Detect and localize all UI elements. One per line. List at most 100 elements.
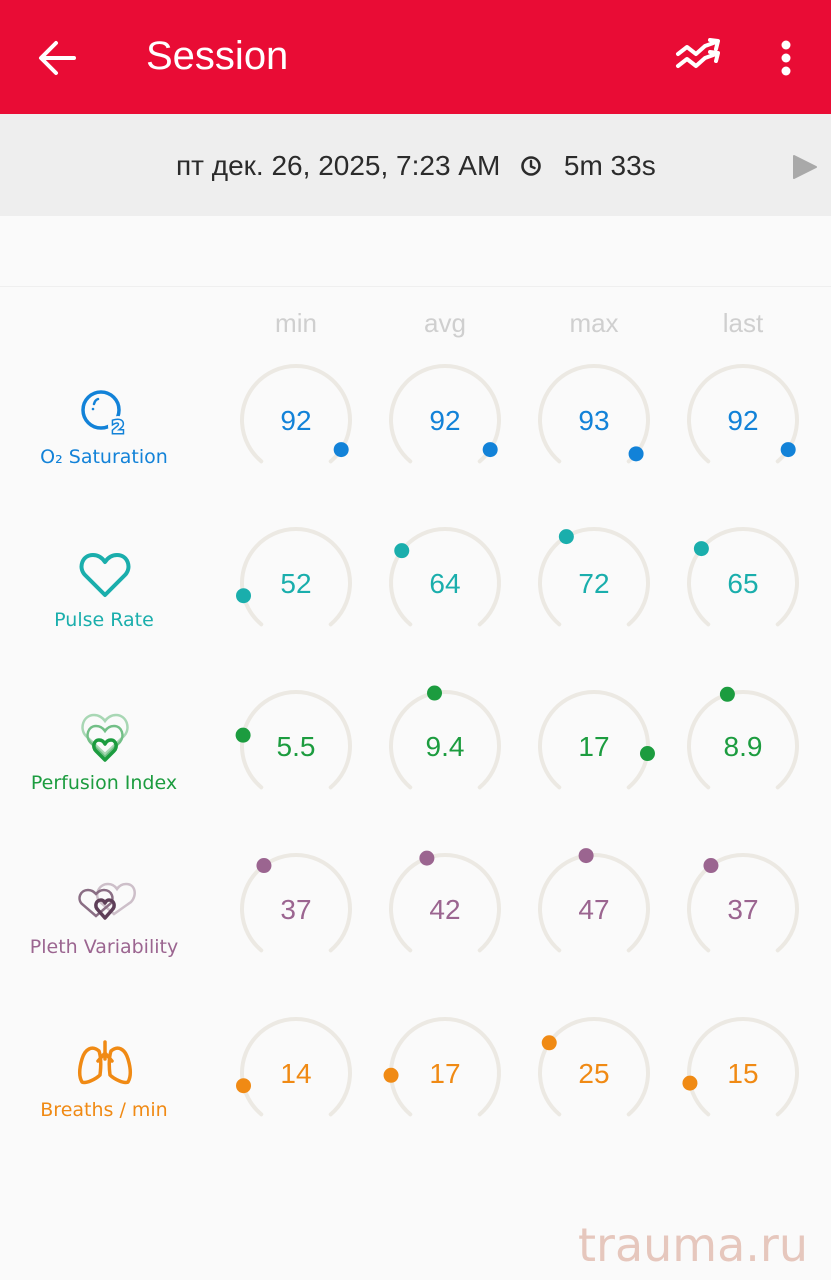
gauge-value: 52 bbox=[280, 568, 311, 599]
gauge-indicator-dot bbox=[639, 746, 655, 762]
gauge-track bbox=[240, 364, 352, 464]
gauge-value: 15 bbox=[727, 1058, 758, 1089]
metric-label-o2-saturation: O₂ Saturation bbox=[40, 446, 168, 468]
gauge-indicator-dot bbox=[419, 850, 435, 866]
session-datetime: пт дек. 26, 2025, 7:23 AM 5m 33s bbox=[176, 150, 656, 182]
metric-label-perfusion-index: Perfusion Index bbox=[30, 772, 178, 794]
gauge-value: 92 bbox=[280, 405, 311, 436]
session-info-bar: пт дек. 26, 2025, 7:23 AM 5m 33s bbox=[0, 114, 831, 216]
gauge-o2-saturation-max: 93 bbox=[538, 364, 650, 464]
gauge-pulse-rate-last: 65 bbox=[687, 527, 799, 627]
gauge-track bbox=[389, 690, 501, 790]
gauge-indicator-dot bbox=[578, 848, 594, 864]
gauge-track bbox=[389, 853, 501, 953]
metric-label-pleth-variability: Pleth Variability bbox=[29, 936, 179, 958]
app-bar: Session bbox=[0, 0, 831, 114]
gauge-track bbox=[687, 690, 799, 790]
page-title: Session bbox=[146, 34, 289, 78]
gauge-pleth-variability-min: 37 bbox=[240, 853, 352, 953]
gauge-pulse-rate-avg: 64 bbox=[389, 527, 501, 627]
more-vertical-icon[interactable] bbox=[770, 38, 802, 78]
gauge-breaths-per-min-min: 14 bbox=[236, 1017, 352, 1117]
gauge-value: 37 bbox=[727, 894, 758, 925]
gauge-breaths-per-min-avg: 17 bbox=[383, 1017, 501, 1117]
gauge-perfusion-index-avg: 9.4 bbox=[389, 685, 501, 790]
gauge-indicator-dot bbox=[236, 588, 252, 604]
gauge-track bbox=[240, 853, 352, 953]
gauge-value: 14 bbox=[280, 1058, 311, 1089]
trend-arrows-icon[interactable] bbox=[674, 38, 724, 78]
gauge-o2-saturation-last: 92 bbox=[687, 364, 799, 464]
metric-label-pulse-rate: Pulse Rate bbox=[54, 609, 154, 631]
play-icon[interactable] bbox=[790, 152, 820, 182]
gauge-value: 92 bbox=[429, 405, 460, 436]
stacked-hearts-icon bbox=[81, 713, 129, 762]
gauge-breaths-per-min-last: 15 bbox=[682, 1017, 799, 1117]
gauge-value: 93 bbox=[578, 405, 609, 436]
gauge-track bbox=[389, 364, 501, 464]
gauge-indicator-dot bbox=[482, 442, 498, 458]
gauge-perfusion-index-last: 8.9 bbox=[687, 686, 799, 790]
gauge-value: 72 bbox=[578, 568, 609, 599]
gauge-value: 65 bbox=[727, 568, 758, 599]
gauge-value: 42 bbox=[429, 894, 460, 925]
session-duration: 5m 33s bbox=[563, 150, 656, 181]
gauge-indicator-dot bbox=[780, 442, 796, 458]
gauge-value: 8.9 bbox=[724, 731, 763, 762]
watermark: trauma.ru bbox=[578, 1218, 808, 1272]
gauge-value: 25 bbox=[578, 1058, 609, 1089]
column-header-last: last bbox=[722, 308, 764, 338]
gauge-indicator-dot bbox=[628, 446, 644, 462]
gauge-pulse-rate-max: 72 bbox=[538, 527, 650, 627]
gauge-track bbox=[538, 527, 650, 627]
gauge-o2-saturation-min: 92 bbox=[240, 364, 352, 464]
overlapping-hearts-icon bbox=[78, 882, 136, 920]
gauge-track bbox=[240, 690, 352, 790]
gauge-value: 64 bbox=[429, 568, 460, 599]
gauge-pulse-rate-min: 52 bbox=[236, 527, 352, 627]
metric-label-breaths-per-min: Breaths / min bbox=[40, 1099, 168, 1121]
gauge-perfusion-index-max: 17 bbox=[538, 690, 655, 790]
gauge-indicator-dot bbox=[693, 541, 709, 557]
gauge-indicator-dot bbox=[236, 1078, 252, 1094]
gauge-pleth-variability-last: 37 bbox=[687, 853, 799, 953]
lungs-icon bbox=[78, 1040, 132, 1085]
gauge-track bbox=[687, 364, 799, 464]
column-header-min: min bbox=[275, 308, 317, 338]
clock-icon bbox=[521, 156, 541, 176]
gauge-value: 47 bbox=[578, 894, 609, 925]
gauge-value: 17 bbox=[578, 731, 609, 762]
heart-icon bbox=[79, 553, 131, 597]
gauge-track bbox=[389, 527, 501, 627]
svg-text:2: 2 bbox=[112, 417, 125, 438]
gauge-indicator-dot bbox=[541, 1035, 557, 1051]
gauge-indicator-dot bbox=[256, 858, 272, 874]
gauge-indicator-dot bbox=[394, 543, 410, 559]
gauge-value: 92 bbox=[727, 405, 758, 436]
gauge-indicator-dot bbox=[703, 858, 719, 874]
gauge-track bbox=[538, 1017, 650, 1117]
gauge-pleth-variability-max: 47 bbox=[538, 848, 650, 953]
gauge-indicator-dot bbox=[383, 1067, 399, 1083]
gauge-value: 5.5 bbox=[277, 731, 316, 762]
gauge-perfusion-index-min: 5.5 bbox=[235, 690, 352, 790]
gauge-track bbox=[538, 364, 650, 464]
gauge-indicator-dot bbox=[427, 685, 443, 701]
session-date: пт дек. 26, 2025, 7:23 AM bbox=[176, 150, 501, 181]
arrow-left-icon[interactable] bbox=[36, 37, 78, 79]
gauge-breaths-per-min-max: 25 bbox=[538, 1017, 650, 1117]
gauge-indicator-dot bbox=[719, 686, 735, 702]
column-header-avg: avg bbox=[424, 308, 466, 338]
gauge-value: 37 bbox=[280, 894, 311, 925]
gauge-track bbox=[687, 853, 799, 953]
column-header-max: max bbox=[569, 308, 619, 338]
gauge-indicator-dot bbox=[333, 442, 349, 458]
gauge-track bbox=[687, 527, 799, 627]
divider bbox=[0, 286, 831, 287]
gauge-indicator-dot bbox=[558, 529, 574, 545]
gauge-value: 17 bbox=[429, 1058, 460, 1089]
gauge-track bbox=[538, 853, 650, 953]
gauge-o2-saturation-avg: 92 bbox=[389, 364, 501, 464]
o2-bubble-icon: 2 bbox=[81, 390, 128, 440]
